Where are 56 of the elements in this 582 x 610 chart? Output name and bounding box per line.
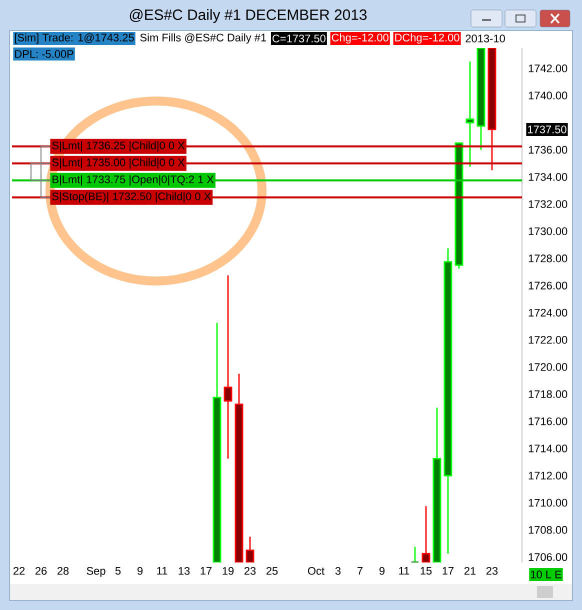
x-tick-label: 23 xyxy=(244,567,256,575)
x-tick-label: Sep xyxy=(86,567,106,577)
y-tick-label: 1726.00 xyxy=(528,282,568,290)
candlestick xyxy=(410,546,420,562)
y-tick-label: 1714.00 xyxy=(528,444,568,452)
candlestick xyxy=(224,274,232,460)
text: DChg=-12.00 xyxy=(395,33,460,44)
x-tick-label: 21 xyxy=(464,567,476,575)
x-tick-label: 22 xyxy=(13,567,25,575)
x-tick-label: 26 xyxy=(35,567,47,575)
x-tick-label: 13 xyxy=(178,567,190,575)
y-tick-label: 1718.00 xyxy=(528,390,568,398)
text: 10 L E xyxy=(530,570,562,578)
ref-line-label: S|Lmt| 1735.00 |Child|0 0 X xyxy=(52,158,185,169)
annotation: DPL: -5.00P xyxy=(15,50,74,58)
y-tick-label: 1736.00 xyxy=(528,146,568,154)
x-tick-label: 11 xyxy=(157,567,168,575)
text: Chg=-12.00 xyxy=(332,33,388,44)
x-tick-label: 19 xyxy=(222,567,234,575)
x-tick-label: 5 xyxy=(115,567,121,575)
y-tick-label: 1708.00 xyxy=(528,526,568,534)
text: C=1737.50 xyxy=(272,34,326,42)
y-tick-label: 1728.00 xyxy=(528,254,568,262)
y-tick-label: 1706.00 xyxy=(528,553,568,561)
x-tick-label: 3 xyxy=(335,567,341,575)
candlestick xyxy=(466,60,474,168)
x-tick-label: 11 xyxy=(399,567,410,575)
y-tick-label: 1722.00 xyxy=(528,336,568,344)
ref-line-label: S|Lmt| 1736.25 |Child|0 0 X xyxy=(52,141,185,152)
ref-line-label: S|Stop(BE)| 1732.50 |Child|0 0 X xyxy=(52,192,211,202)
x-tick-label: 17 xyxy=(442,567,454,575)
x-tick-label: 28 xyxy=(57,567,69,575)
y-tick-label: 1732.00 xyxy=(528,200,568,208)
y-tick-label: 1720.00 xyxy=(528,363,568,371)
x-tick-label: 17 xyxy=(200,567,212,575)
text: Sim Fills @ES#C Daily #1 xyxy=(140,33,266,44)
y-tick-label: 1712.00 xyxy=(528,472,568,480)
y-tick-label: 1730.00 xyxy=(528,227,568,236)
y-tick-label: 1710.00 xyxy=(528,498,568,507)
x-tick-label: Oct xyxy=(308,567,324,575)
x-tick-label: 9 xyxy=(379,567,385,575)
y-tick-label: 1742.00 xyxy=(528,64,568,72)
y-tick-label: 1740.00 xyxy=(528,92,568,100)
text: 1737.50 xyxy=(528,126,566,134)
x-tick-label: 9 xyxy=(137,567,143,575)
ref-line-label: B|Lmt| 1733.75 |Open|0|TQ:2 1 X xyxy=(52,175,214,186)
chart-title: @ES#C Daily #1 DECEMBER 2013 xyxy=(130,9,367,23)
x-tick-label: 15 xyxy=(420,567,432,575)
y-tick-label: 1724.00 xyxy=(528,308,568,317)
text: 2013-10 xyxy=(466,34,505,42)
x-tick-label: 25 xyxy=(266,567,278,575)
y-tick-label: 1716.00 xyxy=(528,417,568,426)
text: [Sim] Trade: 1@1743.25 xyxy=(14,33,134,44)
x-tick-label: 7 xyxy=(358,567,362,575)
y-tick-label: 1734.00 xyxy=(528,173,568,181)
x-tick-label: 23 xyxy=(486,567,498,575)
